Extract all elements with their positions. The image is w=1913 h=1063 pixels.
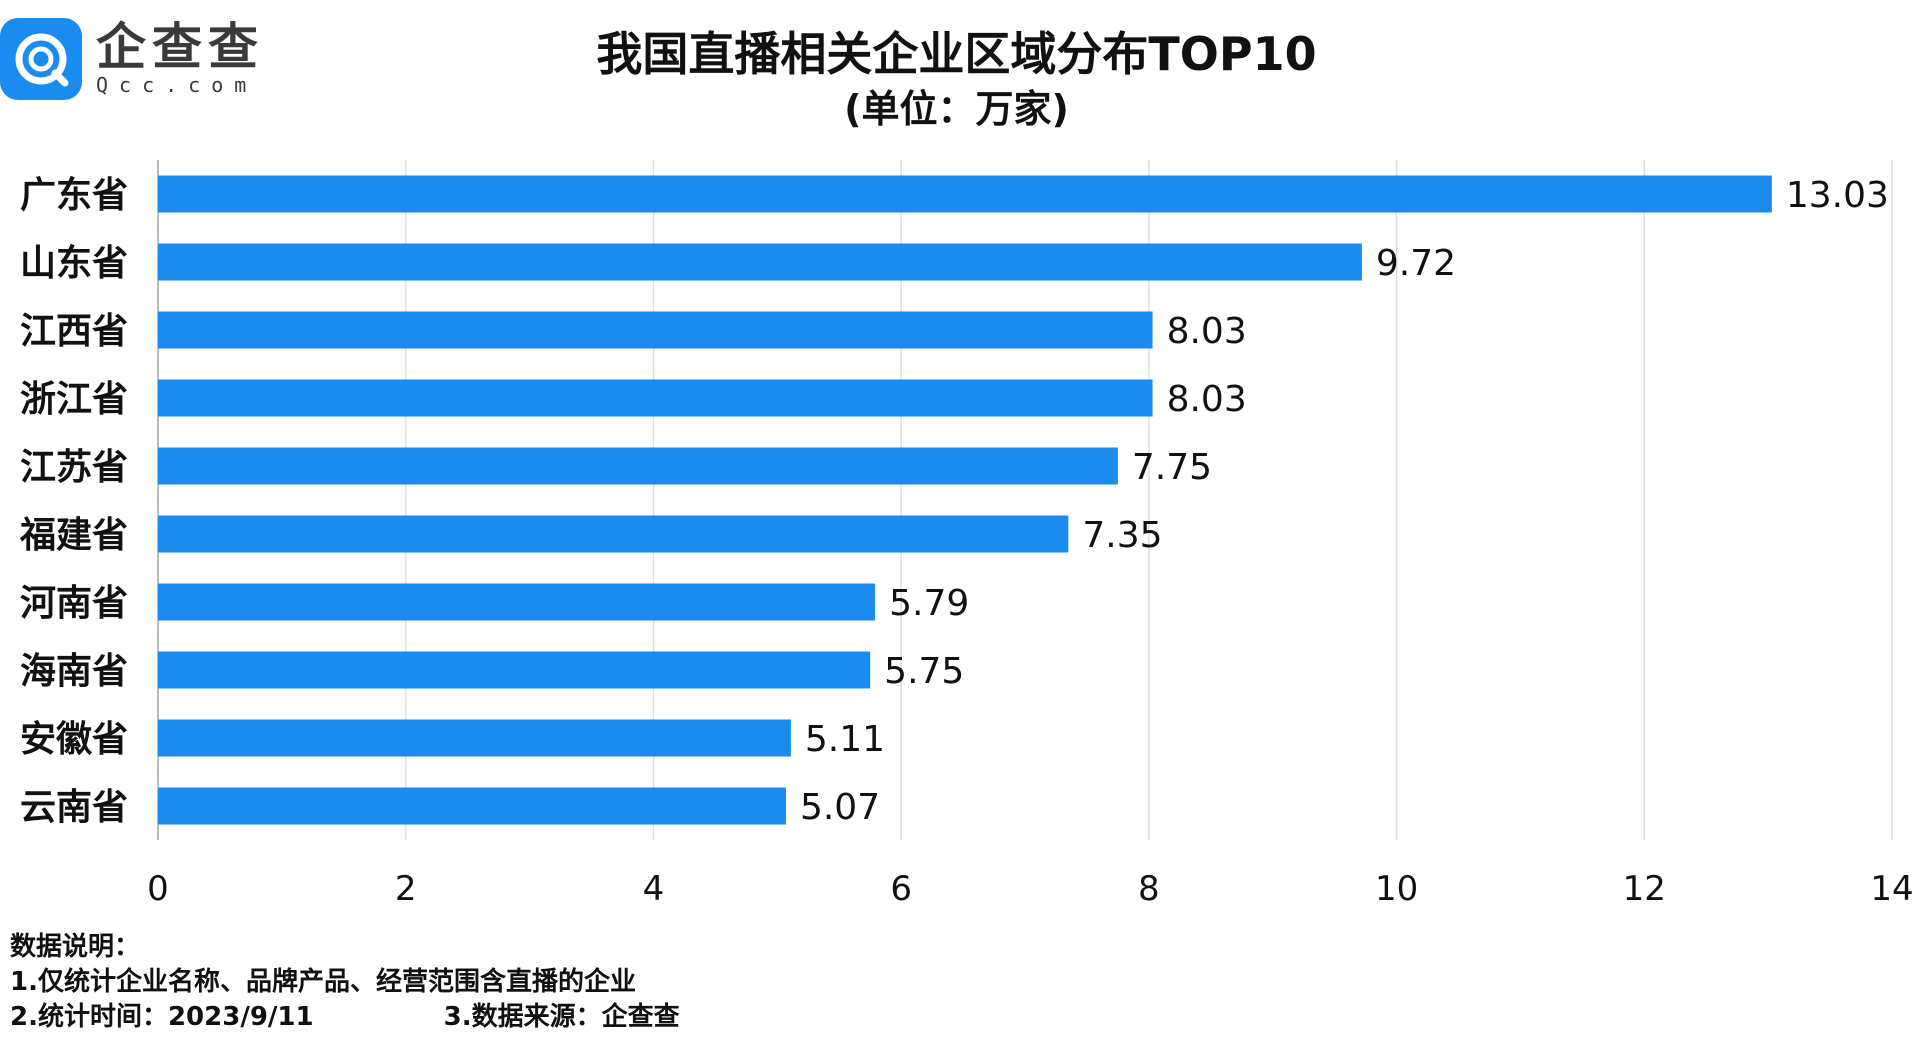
bar: [158, 719, 791, 757]
value-label: 7.35: [1082, 515, 1162, 556]
x-tick-label: 6: [890, 869, 912, 909]
value-label: 7.75: [1132, 447, 1212, 488]
bar: [158, 583, 876, 621]
bar: [158, 787, 786, 825]
data-notes: 数据说明： 1.仅统计企业名称、品牌产品、经营范围含直播的企业 2.统计时间：2…: [10, 930, 680, 1035]
category-label: 云南省: [20, 787, 128, 828]
category-label: 安徽省: [20, 719, 128, 760]
value-label: 5.75: [884, 651, 964, 692]
x-tick-label: 4: [643, 869, 665, 909]
bar: [158, 243, 1362, 281]
bar: [158, 175, 1772, 213]
notes-line-1: 1.仅统计企业名称、品牌产品、经营范围含直播的企业: [10, 967, 636, 997]
category-label: 江西省: [20, 311, 128, 352]
category-label: 河南省: [20, 583, 128, 624]
bar: [158, 651, 871, 689]
category-label: 山东省: [20, 243, 128, 284]
category-label: 海南省: [20, 651, 128, 692]
bar: [158, 447, 1118, 485]
bar-chart: 0 2 4 6 8 10 12 14 广东省 13.03 山东省 9.72 江西省 8.03 浙江省 8.03…: [19, 160, 1913, 909]
category-label: 福建省: [19, 515, 128, 556]
category-label: 广东省: [20, 175, 128, 216]
x-tick-label: 10: [1375, 869, 1418, 909]
x-tick-label: 2: [395, 869, 417, 909]
value-label: 9.72: [1376, 243, 1456, 284]
bar: [158, 379, 1153, 417]
x-tick-label: 8: [1138, 869, 1160, 909]
value-label: 8.03: [1167, 311, 1247, 352]
chart-subtitle: (单位：万家): [844, 87, 1069, 131]
chart-title: 我国直播相关企业区域分布TOP10: [596, 27, 1317, 81]
logo-domain: Qcc.com: [96, 73, 258, 97]
value-label: 13.03: [1786, 175, 1889, 216]
x-tick-label: 0: [147, 869, 169, 909]
notes-heading: 数据说明：: [10, 932, 141, 962]
qcc-logo-icon: [0, 18, 82, 100]
x-tick-label: 14: [1870, 869, 1913, 909]
value-label: 8.03: [1167, 379, 1247, 420]
x-tick-label: 12: [1623, 869, 1666, 909]
logo-name: 企查查: [96, 18, 264, 76]
category-label: 浙江省: [20, 379, 128, 420]
brand-logo: 企查查 Qcc.com: [0, 18, 264, 100]
category-label: 江苏省: [20, 447, 128, 488]
notes-line-2a: 2.统计时间：2023/9/11: [10, 1002, 314, 1032]
bar: [158, 311, 1153, 349]
value-label: 5.11: [805, 719, 885, 760]
value-label: 5.79: [889, 583, 969, 624]
value-label: 5.07: [800, 787, 880, 828]
notes-line-2b: 3.数据来源：企查查: [443, 1002, 680, 1032]
bar: [158, 515, 1069, 553]
